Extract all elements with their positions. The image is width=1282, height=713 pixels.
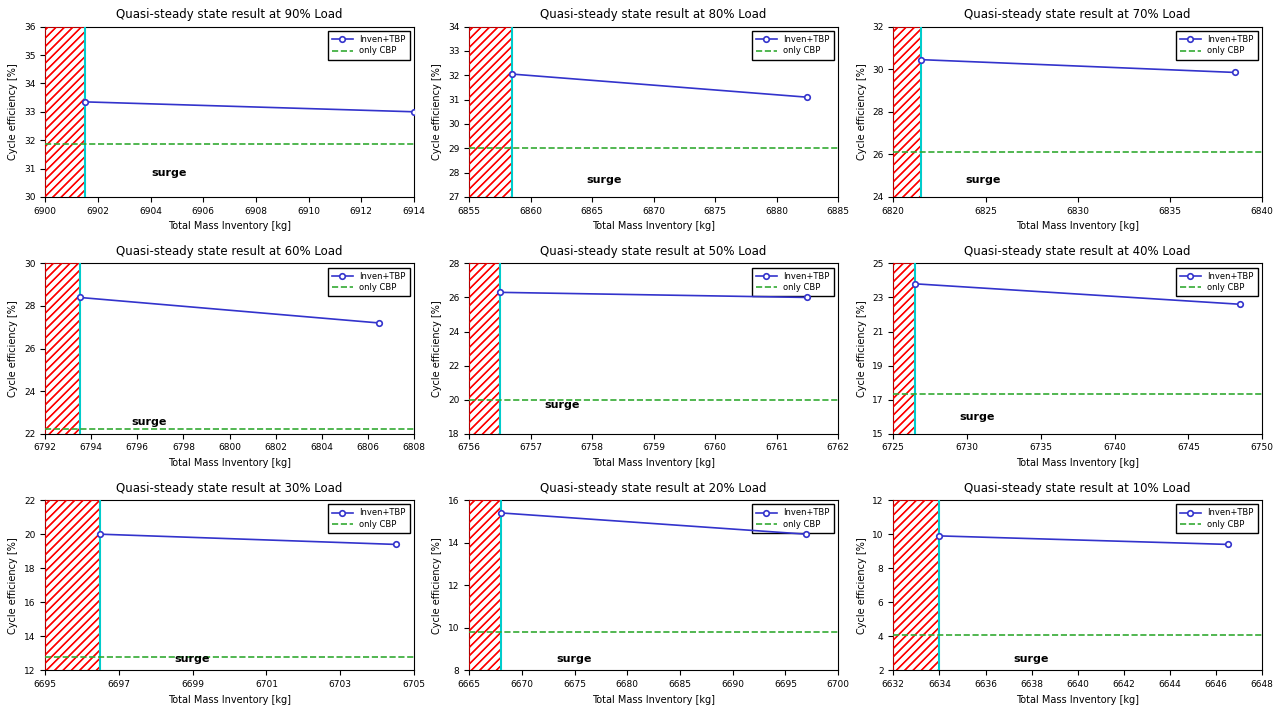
- Bar: [45, 26, 85, 197]
- Bar: [469, 26, 513, 197]
- Text: surge: surge: [131, 417, 167, 427]
- Title: Quasi-steady state result at 50% Load: Quasi-steady state result at 50% Load: [541, 245, 767, 258]
- Title: Quasi-steady state result at 10% Load: Quasi-steady state result at 10% Load: [964, 482, 1191, 495]
- X-axis label: Total Mass Inventory [kg]: Total Mass Inventory [kg]: [168, 694, 291, 704]
- Bar: [894, 500, 940, 670]
- Title: Quasi-steady state result at 40% Load: Quasi-steady state result at 40% Load: [964, 245, 1191, 258]
- Legend: Inven+TBP, only CBP: Inven+TBP, only CBP: [328, 31, 410, 60]
- Bar: [469, 500, 501, 670]
- X-axis label: Total Mass Inventory [kg]: Total Mass Inventory [kg]: [592, 458, 715, 468]
- Text: surge: surge: [965, 175, 1001, 185]
- Y-axis label: Cycle efficiency [%]: Cycle efficiency [%]: [9, 63, 18, 160]
- Title: Quasi-steady state result at 60% Load: Quasi-steady state result at 60% Load: [117, 245, 342, 258]
- X-axis label: Total Mass Inventory [kg]: Total Mass Inventory [kg]: [1017, 221, 1140, 231]
- Bar: [469, 500, 501, 670]
- Legend: Inven+TBP, only CBP: Inven+TBP, only CBP: [751, 504, 833, 533]
- Text: surge: surge: [960, 412, 995, 422]
- Y-axis label: Cycle efficiency [%]: Cycle efficiency [%]: [9, 300, 18, 397]
- X-axis label: Total Mass Inventory [kg]: Total Mass Inventory [kg]: [168, 221, 291, 231]
- Bar: [45, 500, 100, 670]
- Y-axis label: Cycle efficiency [%]: Cycle efficiency [%]: [9, 537, 18, 634]
- Bar: [469, 263, 500, 434]
- Bar: [45, 263, 79, 434]
- Bar: [469, 263, 500, 434]
- Y-axis label: Cycle efficiency [%]: Cycle efficiency [%]: [856, 537, 867, 634]
- Bar: [894, 26, 920, 197]
- Bar: [469, 26, 513, 197]
- Bar: [45, 263, 79, 434]
- Text: surge: surge: [151, 168, 186, 178]
- Title: Quasi-steady state result at 70% Load: Quasi-steady state result at 70% Load: [964, 9, 1191, 21]
- Bar: [894, 26, 920, 197]
- Bar: [45, 26, 85, 197]
- Legend: Inven+TBP, only CBP: Inven+TBP, only CBP: [328, 504, 410, 533]
- X-axis label: Total Mass Inventory [kg]: Total Mass Inventory [kg]: [1017, 694, 1140, 704]
- X-axis label: Total Mass Inventory [kg]: Total Mass Inventory [kg]: [168, 458, 291, 468]
- Bar: [894, 500, 940, 670]
- Y-axis label: Cycle efficiency [%]: Cycle efficiency [%]: [856, 63, 867, 160]
- Text: surge: surge: [586, 175, 622, 185]
- Text: surge: surge: [556, 654, 591, 664]
- X-axis label: Total Mass Inventory [kg]: Total Mass Inventory [kg]: [592, 694, 715, 704]
- Text: surge: surge: [544, 400, 579, 410]
- Legend: Inven+TBP, only CBP: Inven+TBP, only CBP: [1176, 31, 1258, 60]
- Legend: Inven+TBP, only CBP: Inven+TBP, only CBP: [1176, 267, 1258, 297]
- X-axis label: Total Mass Inventory [kg]: Total Mass Inventory [kg]: [1017, 458, 1140, 468]
- Title: Quasi-steady state result at 90% Load: Quasi-steady state result at 90% Load: [117, 9, 342, 21]
- Y-axis label: Cycle efficiency [%]: Cycle efficiency [%]: [432, 300, 442, 397]
- Title: Quasi-steady state result at 30% Load: Quasi-steady state result at 30% Load: [117, 482, 342, 495]
- Legend: Inven+TBP, only CBP: Inven+TBP, only CBP: [751, 31, 833, 60]
- Title: Quasi-steady state result at 20% Load: Quasi-steady state result at 20% Load: [541, 482, 767, 495]
- Y-axis label: Cycle efficiency [%]: Cycle efficiency [%]: [856, 300, 867, 397]
- Legend: Inven+TBP, only CBP: Inven+TBP, only CBP: [751, 267, 833, 297]
- Bar: [45, 500, 100, 670]
- Title: Quasi-steady state result at 80% Load: Quasi-steady state result at 80% Load: [541, 9, 767, 21]
- Text: surge: surge: [174, 654, 209, 664]
- Legend: Inven+TBP, only CBP: Inven+TBP, only CBP: [328, 267, 410, 297]
- Legend: Inven+TBP, only CBP: Inven+TBP, only CBP: [1176, 504, 1258, 533]
- Bar: [894, 263, 915, 434]
- Text: surge: surge: [1013, 654, 1049, 664]
- Y-axis label: Cycle efficiency [%]: Cycle efficiency [%]: [432, 63, 442, 160]
- Bar: [894, 263, 915, 434]
- Y-axis label: Cycle efficiency [%]: Cycle efficiency [%]: [432, 537, 442, 634]
- X-axis label: Total Mass Inventory [kg]: Total Mass Inventory [kg]: [592, 221, 715, 231]
